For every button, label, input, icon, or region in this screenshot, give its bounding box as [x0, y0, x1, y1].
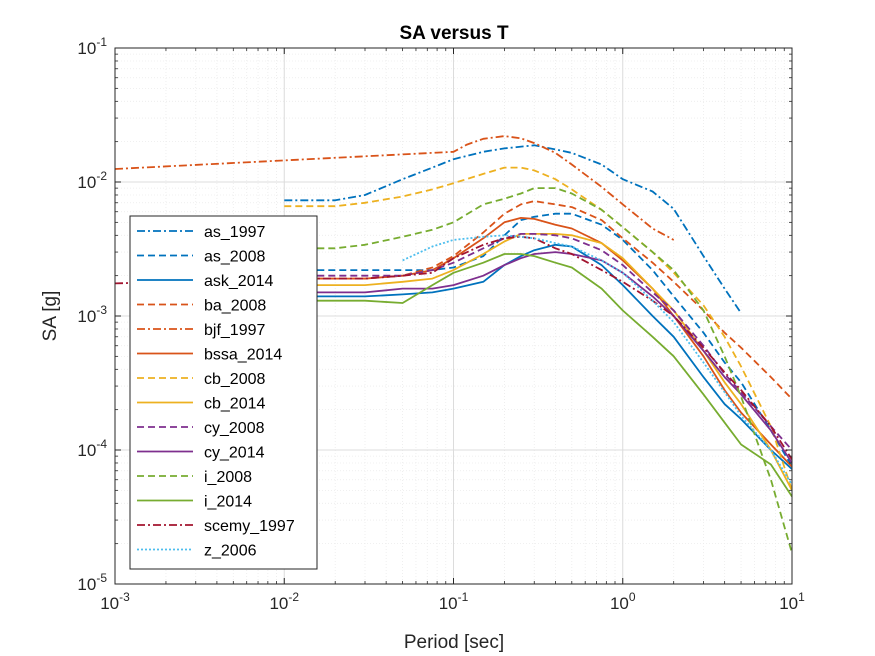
legend: as_1997 as_2008 ask_2014 ba_2008 bjf_1997bss… [129, 215, 318, 570]
series-layer [115, 135, 792, 554]
y-tick-exponent: -4 [96, 437, 107, 451]
legend-label-cb-2014: cb_2014 [204, 396, 265, 413]
series-line-cy-2014 [284, 251, 792, 464]
x-axis-label: Period [sec] [404, 632, 504, 653]
x-tick-base: 10 [439, 594, 458, 613]
legend-box [129, 215, 318, 570]
x-tick-label: 100 [610, 590, 636, 613]
legend-label-cy-2014: cy_2014 [204, 445, 265, 462]
legend-label-bjf-1997: bjf_1997 [204, 322, 265, 339]
y-tick-label: 10-5 [77, 571, 107, 594]
y-tick-base: 10 [77, 575, 96, 594]
legend-label-cb-2008: cb_2008 [204, 371, 265, 388]
chart-title: SA versus T [399, 23, 509, 44]
axis-ticks [114, 47, 793, 585]
x-tick-exponent: 1 [798, 590, 805, 604]
series-line-i-2014 [284, 253, 792, 497]
series-line-bjf-1997 [115, 135, 675, 241]
series-line-as-1997 [284, 144, 742, 314]
legend-label-ask-2014: ask_2014 [204, 273, 273, 290]
y-tick-base: 10 [77, 173, 96, 192]
x-tick-label: 10-1 [439, 590, 469, 613]
x-tick-base: 10 [610, 594, 629, 613]
y-tick-base: 10 [77, 39, 96, 58]
x-tick-exponent: -2 [288, 590, 299, 604]
legend-label-cy-2008: cy_2008 [204, 420, 265, 437]
legend-label-scemy-1997: scemy_1997 [204, 518, 295, 535]
series-line-i-2008 [284, 187, 792, 554]
y-tick-base: 10 [77, 307, 96, 326]
y-tick-label: 10-2 [77, 169, 107, 192]
legend-label-ba-2008: ba_2008 [204, 298, 266, 315]
y-axis-label: SA [g] [40, 291, 61, 342]
y-tick-exponent: -2 [96, 169, 107, 183]
y-tick-label: 10-4 [77, 437, 107, 460]
legend-label-i-2014: i_2014 [204, 494, 252, 511]
x-tick-exponent: -1 [458, 590, 469, 604]
x-tick-base: 10 [779, 594, 798, 613]
x-tick-label: 10-2 [269, 590, 299, 613]
x-tick-label: 10-3 [100, 590, 130, 613]
legend-label-as-1997: as_1997 [204, 224, 265, 241]
y-tick-exponent: -1 [96, 35, 107, 49]
series-line-scemy-1997 [115, 235, 792, 460]
y-tick-exponent: -5 [96, 571, 107, 585]
y-tick-label: 10-3 [77, 303, 107, 326]
x-tick-label: 101 [779, 590, 805, 613]
y-tick-label: 10-1 [77, 35, 107, 58]
y-tick-base: 10 [77, 441, 96, 460]
y-tick-exponent: -3 [96, 303, 107, 317]
x-tick-exponent: 0 [629, 590, 636, 604]
series-line-ask-2014 [284, 243, 792, 470]
legend-label-bssa-2014: bssa_2014 [204, 347, 282, 364]
legend-label-z-2006: z_2006 [204, 543, 257, 560]
legend-label-i-2008: i_2008 [204, 469, 252, 486]
x-tick-exponent: -3 [119, 590, 130, 604]
series-line-cy-2008 [284, 233, 792, 451]
x-tick-base: 10 [100, 594, 119, 613]
series-line-bssa-2014 [284, 217, 792, 468]
series-line-cb-2014 [284, 233, 792, 491]
series-line-cb-2008 [284, 166, 792, 491]
x-tick-base: 10 [269, 594, 288, 613]
series-line-as-2008 [284, 212, 792, 468]
legend-label-as-2008: as_2008 [204, 249, 265, 266]
